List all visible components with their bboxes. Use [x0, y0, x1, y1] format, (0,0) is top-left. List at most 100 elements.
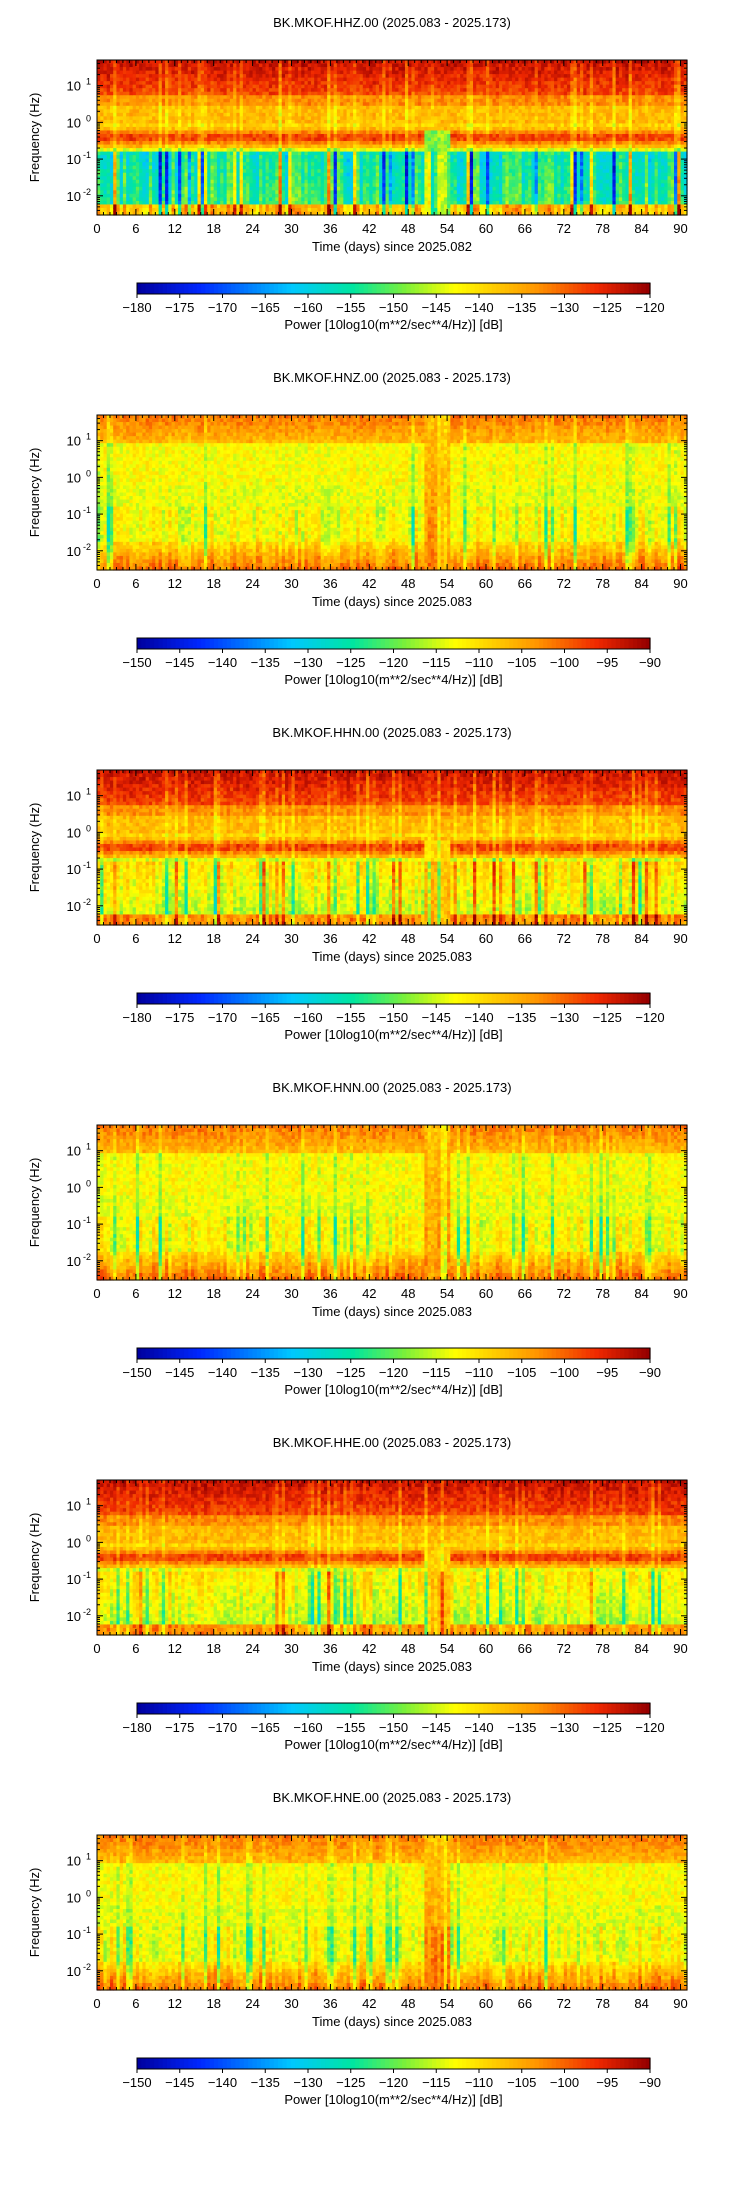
heatmap-cell: [135, 84, 140, 89]
heatmap-cell: [152, 67, 156, 72]
heatmap-cell: [194, 137, 199, 142]
heatmap-cell: [184, 141, 189, 146]
heatmap-cell: [178, 133, 182, 139]
heatmap-cell: [181, 197, 186, 202]
heatmap-cell: [203, 116, 208, 121]
heatmap-cell: [236, 197, 241, 202]
heatmap-cell: [213, 91, 218, 96]
heatmap-cell: [210, 207, 215, 213]
heatmap-cell: [174, 119, 179, 125]
heatmap-cell: [103, 70, 108, 75]
heatmap-cell: [220, 193, 225, 198]
heatmap-cell: [106, 77, 111, 82]
heatmap-cell: [158, 112, 163, 117]
heatmap-cell: [142, 144, 147, 149]
heatmap-cell: [152, 197, 156, 202]
heatmap-cell: [106, 98, 111, 103]
heatmap-cell: [239, 84, 244, 89]
heatmap-cell: [155, 207, 160, 213]
heatmap-cell: [155, 130, 160, 135]
heatmap-cell: [145, 109, 150, 114]
heatmap-cell: [142, 133, 147, 139]
heatmap-cell: [116, 197, 121, 202]
heatmap-cell: [106, 70, 111, 75]
heatmap-cell: [207, 158, 212, 163]
heatmap-cell: [181, 109, 186, 114]
heatmap-cell: [152, 74, 156, 79]
heatmap-cell: [184, 176, 189, 181]
heatmap-cell: [233, 190, 237, 195]
heatmap-cell: [191, 98, 195, 103]
heatmap-cell: [213, 63, 218, 68]
heatmap-cell: [233, 200, 237, 206]
heatmap-cell: [174, 176, 179, 181]
heatmap-cell: [165, 70, 169, 75]
heatmap-cell: [158, 211, 163, 216]
heatmap-cell: [142, 112, 147, 117]
heatmap-cell: [220, 165, 225, 170]
heatmap-cell: [148, 81, 153, 86]
heatmap-cell: [132, 190, 137, 195]
heatmap-cell: [132, 74, 137, 79]
heatmap-cell: [142, 98, 147, 103]
heatmap-cell: [220, 169, 225, 174]
heatmap-cell: [226, 151, 231, 156]
heatmap-cell: [119, 141, 124, 146]
heatmap-cell: [200, 141, 205, 146]
heatmap-cell: [220, 158, 225, 163]
heatmap-cell: [135, 60, 140, 65]
heatmap-cell: [142, 116, 147, 121]
heatmap-cell: [223, 81, 228, 86]
heatmap-cell: [109, 102, 114, 107]
heatmap-cell: [158, 133, 163, 139]
heatmap-cell: [122, 63, 127, 68]
heatmap-cell: [184, 109, 189, 114]
heatmap-cell: [171, 155, 176, 160]
heatmap-cell: [213, 98, 218, 103]
heatmap-cell: [226, 148, 231, 153]
heatmap-cell: [145, 102, 150, 107]
heatmap-cell: [197, 144, 202, 149]
heatmap-cell: [148, 193, 153, 198]
heatmap-cell: [103, 74, 108, 79]
heatmap-cell: [168, 112, 173, 117]
heatmap-cell: [132, 81, 137, 86]
heatmap-cell: [216, 183, 221, 188]
heatmap-cell: [106, 63, 111, 68]
heatmap-cell: [152, 105, 156, 110]
heatmap-cell: [129, 123, 134, 128]
heatmap-cell: [126, 98, 131, 103]
heatmap-cell: [223, 105, 228, 110]
heatmap-cell: [122, 105, 127, 110]
heatmap-cell: [165, 116, 169, 121]
heatmap-cell: [171, 179, 176, 184]
heatmap-cell: [129, 151, 134, 156]
heatmap-cell: [239, 60, 244, 65]
heatmap-cell: [142, 165, 147, 170]
heatmap-cell: [236, 162, 241, 167]
heatmap-cell: [210, 179, 215, 184]
heatmap-cell: [171, 193, 176, 198]
heatmap-cell: [226, 119, 231, 125]
heatmap-cell: [207, 186, 212, 191]
heatmap-cell: [148, 137, 153, 142]
heatmap-cell: [139, 81, 143, 86]
heatmap-cell: [100, 169, 105, 174]
heatmap-cell: [145, 169, 150, 174]
heatmap-cell: [109, 137, 114, 142]
heatmap-cell: [203, 162, 208, 167]
heatmap-cell: [148, 155, 153, 160]
heatmap-cell: [109, 197, 114, 202]
heatmap-cell: [161, 207, 166, 213]
heatmap-cell: [109, 151, 114, 156]
heatmap-cell: [226, 172, 231, 177]
heatmap-cell: [100, 144, 105, 149]
heatmap-cell: [106, 176, 111, 181]
heatmap-cell: [165, 130, 169, 135]
heatmap-cell: [178, 144, 182, 149]
heatmap-cell: [148, 95, 153, 100]
heatmap-cell: [239, 112, 244, 117]
heatmap-cell: [236, 158, 241, 163]
heatmap-cell: [178, 98, 182, 103]
heatmap-cell: [210, 190, 215, 195]
